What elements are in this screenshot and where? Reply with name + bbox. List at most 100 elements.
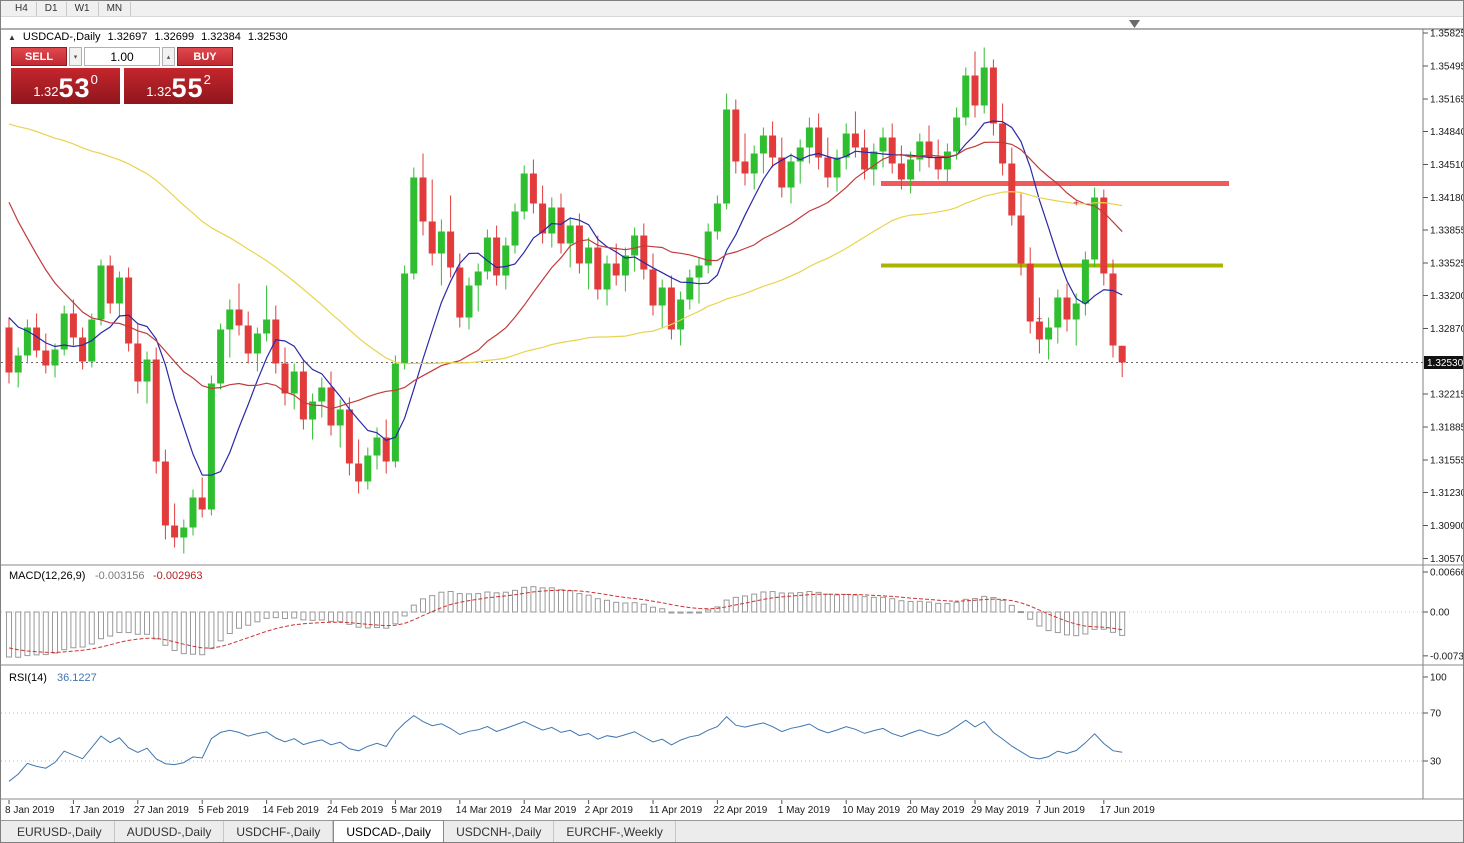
candle-body bbox=[520, 173, 528, 212]
candle-body bbox=[207, 383, 215, 510]
macd-histogram-bar bbox=[475, 593, 482, 613]
macd-histogram-bar bbox=[199, 611, 206, 656]
macd-histogram-bar bbox=[705, 609, 712, 613]
macd-label: MACD(12,26,9) bbox=[9, 570, 85, 582]
macd-histogram-bar bbox=[24, 611, 31, 657]
candle-body bbox=[97, 265, 105, 320]
buy-price-display[interactable]: 1.32 55 2 bbox=[124, 68, 233, 104]
candle-body bbox=[805, 127, 813, 148]
ohlc-close: 1.32530 bbox=[247, 31, 288, 43]
candle-body bbox=[980, 67, 988, 106]
candle-body bbox=[253, 333, 261, 354]
macd-histogram-bar bbox=[1008, 604, 1015, 613]
macd-histogram-bar bbox=[576, 593, 583, 613]
sell-price-display[interactable]: 1.32 53 0 bbox=[11, 68, 120, 104]
timeframe-button-w1[interactable]: W1 bbox=[67, 1, 99, 16]
chart-shift-marker-icon[interactable] bbox=[1129, 20, 1140, 28]
timeframe-button-mn[interactable]: MN bbox=[99, 1, 132, 16]
candle-body bbox=[769, 135, 777, 158]
macd-histogram-bar bbox=[843, 593, 850, 613]
price-axis-label: 1.32870 bbox=[1430, 324, 1464, 335]
chart-tab-usdcnh[interactable]: USDCNH-,Daily bbox=[444, 821, 555, 842]
volume-input[interactable] bbox=[84, 47, 160, 66]
candle-body bbox=[943, 151, 951, 170]
candle-body bbox=[143, 359, 151, 382]
chart-tab-usdcad[interactable]: USDCAD-,Daily bbox=[333, 820, 445, 842]
macd-histogram-bar bbox=[1110, 611, 1116, 633]
macd-signal-value: -0.002963 bbox=[153, 570, 203, 582]
chart-tab-eurchf[interactable]: EURCHF-,Weekly bbox=[554, 821, 676, 842]
sell-button[interactable]: SELL bbox=[11, 47, 67, 66]
macd-histogram-bar bbox=[650, 606, 656, 613]
candle-body bbox=[704, 231, 712, 266]
candle-body bbox=[529, 173, 537, 204]
volume-increase-icon[interactable]: ▴ bbox=[162, 47, 175, 66]
chart-tab-audusd[interactable]: AUDUSD-,Daily bbox=[115, 821, 225, 842]
macd-histogram-bar bbox=[631, 602, 638, 613]
macd-histogram-bar bbox=[52, 611, 58, 654]
candle-body bbox=[851, 133, 859, 148]
macd-histogram-bar bbox=[1036, 611, 1043, 627]
date-label: 7 Jun 2019 bbox=[1035, 805, 1085, 816]
rsi-plot[interactable] bbox=[1, 666, 1423, 798]
price-axis-label: 1.34180 bbox=[1430, 193, 1464, 204]
macd-histogram-bar bbox=[226, 611, 233, 634]
macd-histogram-bar bbox=[806, 591, 813, 613]
macd-histogram-bar bbox=[935, 602, 942, 613]
volume-decrease-icon[interactable]: ▾ bbox=[69, 47, 82, 66]
candle-body bbox=[465, 285, 473, 318]
price-axis[interactable] bbox=[1424, 29, 1464, 799]
candle-body bbox=[226, 309, 234, 330]
macd-histogram-bar bbox=[760, 591, 767, 613]
date-label: 20 May 2019 bbox=[907, 805, 965, 816]
ohlc-high: 1.32699 bbox=[154, 31, 195, 43]
macd-histogram-bar bbox=[116, 611, 123, 633]
main-chart-plot[interactable] bbox=[1, 29, 1423, 564]
chart-tab-eurusd[interactable]: EURUSD-,Daily bbox=[5, 821, 115, 842]
timeframe-button-d1[interactable]: D1 bbox=[37, 1, 67, 16]
macd-histogram-bar bbox=[484, 591, 491, 613]
candle-body bbox=[778, 157, 786, 188]
candle-body bbox=[42, 350, 50, 366]
macd-histogram-bar bbox=[364, 611, 371, 629]
macd-histogram-bar bbox=[686, 611, 693, 614]
candle-body bbox=[971, 75, 979, 106]
candle-body bbox=[897, 163, 905, 180]
date-label: 10 May 2019 bbox=[842, 805, 900, 816]
candle-body bbox=[79, 337, 87, 362]
rsi-line bbox=[8, 714, 1123, 782]
macd-histogram-bar bbox=[548, 587, 555, 613]
candle-body bbox=[1091, 197, 1099, 260]
date-label: 22 Apr 2019 bbox=[713, 805, 767, 816]
collapse-icon[interactable]: ▲ bbox=[8, 32, 16, 42]
chart-symbol-ohlc: ▲ USDCAD-,Daily 1.32697 1.32699 1.32384 … bbox=[8, 31, 288, 43]
macd-signal-line bbox=[8, 589, 1123, 654]
price-axis-label: 1.30900 bbox=[1430, 521, 1464, 532]
macd-histogram-bar bbox=[797, 592, 804, 613]
candle-body bbox=[106, 265, 114, 304]
price-axis-label: 1.31555 bbox=[1430, 456, 1464, 467]
macd-histogram-bar bbox=[1082, 611, 1089, 635]
time-axis[interactable] bbox=[1, 800, 1464, 822]
date-label: 1 May 2019 bbox=[778, 805, 831, 816]
candle-body bbox=[115, 277, 123, 304]
candle-body bbox=[419, 177, 427, 222]
macd-histogram-bar bbox=[907, 600, 914, 613]
candle-body bbox=[925, 141, 933, 158]
candle-body bbox=[796, 147, 804, 162]
candle-body bbox=[686, 277, 694, 300]
candle-body bbox=[750, 153, 758, 174]
buy-button[interactable]: BUY bbox=[177, 47, 233, 66]
macd-histogram-bar bbox=[815, 591, 822, 613]
candle-body bbox=[493, 237, 501, 276]
candle-body bbox=[318, 387, 326, 402]
candle-body bbox=[677, 299, 685, 330]
macd-histogram-bar bbox=[88, 611, 95, 645]
chart-tab-usdchf[interactable]: USDCHF-,Daily bbox=[224, 821, 334, 842]
price-axis-label: 1.35495 bbox=[1430, 62, 1464, 73]
trade-marker: + bbox=[1036, 315, 1042, 326]
timeframe-button-h4[interactable]: H4 bbox=[7, 1, 37, 16]
candle-body bbox=[502, 245, 510, 276]
candle-body bbox=[33, 327, 41, 351]
candle-body bbox=[695, 265, 703, 278]
